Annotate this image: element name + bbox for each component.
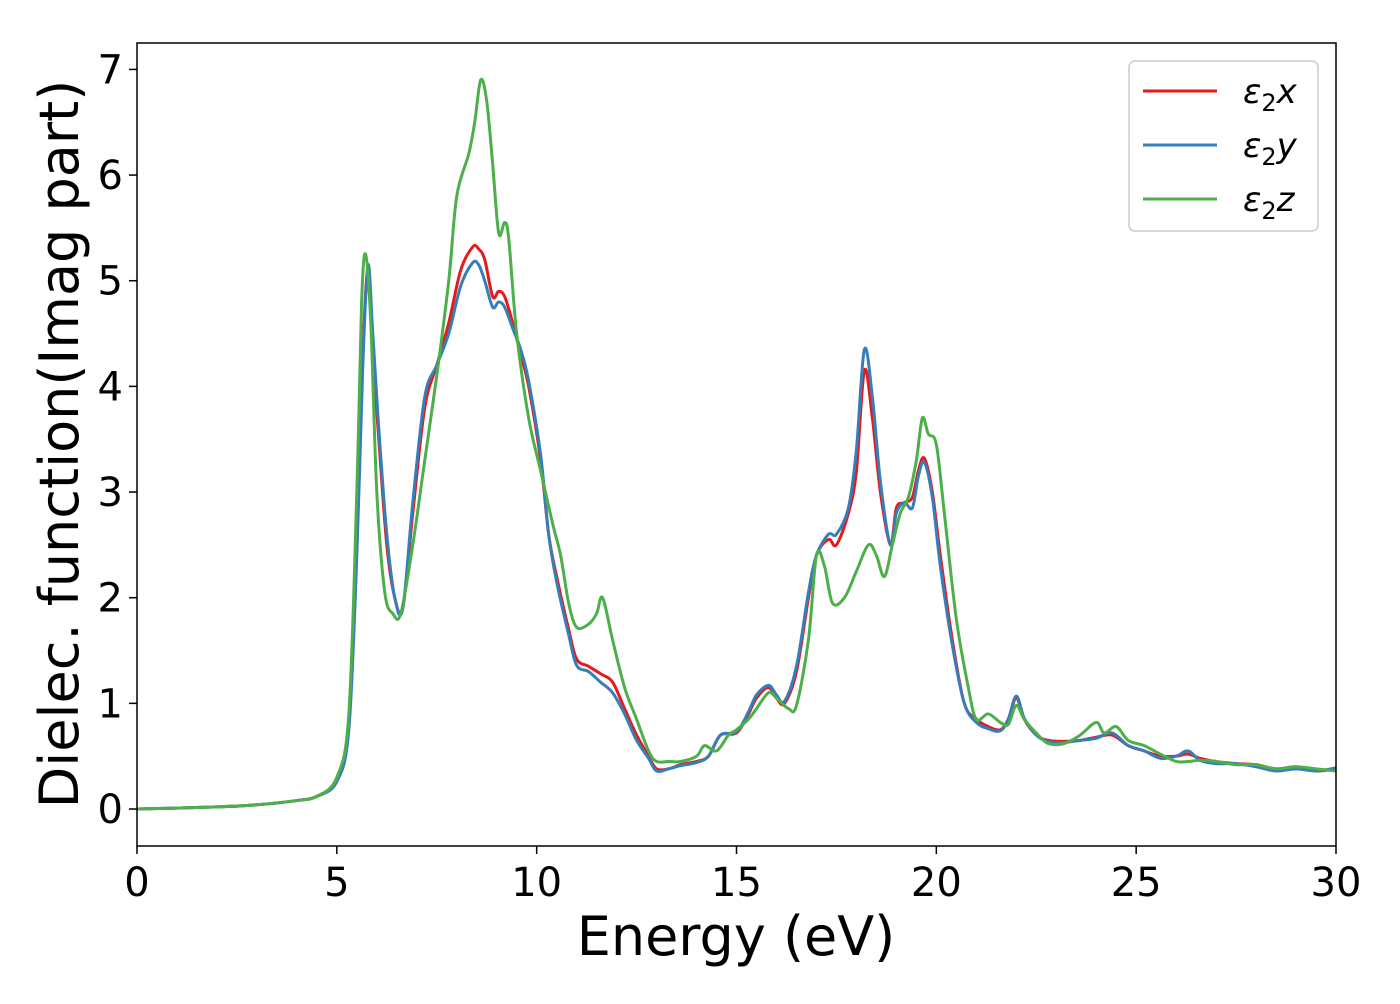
x-tick-label: 25 (1111, 860, 1162, 906)
x-axis: 0 5 10 15 20 25 30 (124, 846, 1361, 906)
x-tick-label: 0 (124, 860, 149, 906)
y-tick-label: 2 (98, 576, 123, 622)
legend-label: ε2x (1243, 72, 1298, 117)
x-tick-label: 5 (324, 860, 349, 906)
x-tick-label: 15 (711, 860, 762, 906)
legend-box (1128, 60, 1319, 232)
legend-label: ε2y (1243, 126, 1298, 171)
y-tick-label: 7 (98, 47, 123, 93)
y-tick-label: 6 (98, 153, 123, 199)
y-axis: 0 1 2 3 4 5 6 7 (98, 47, 137, 833)
y-tick-label: 3 (98, 470, 123, 516)
legend-label: ε2z (1243, 180, 1296, 225)
x-tick-label: 10 (511, 860, 562, 906)
y-tick-label: 5 (98, 259, 123, 305)
x-tick-label: 30 (1311, 860, 1362, 906)
x-tick-label: 20 (911, 860, 962, 906)
legend: ε2x ε2y ε2z (1128, 60, 1319, 232)
legend-item-z: ε2z (1143, 180, 1296, 225)
legend-item-y: ε2y (1143, 126, 1298, 171)
series-line-z (137, 77, 1336, 811)
y-axis-label: Dielec. function(Imag part) (28, 80, 91, 809)
legend-item-x: ε2x (1143, 72, 1298, 117)
series-layer (137, 77, 1336, 811)
y-tick-label: 0 (98, 787, 123, 833)
y-tick-label: 1 (98, 681, 123, 727)
x-axis-label: Energy (eV) (577, 905, 896, 968)
y-tick-label: 4 (98, 364, 123, 410)
